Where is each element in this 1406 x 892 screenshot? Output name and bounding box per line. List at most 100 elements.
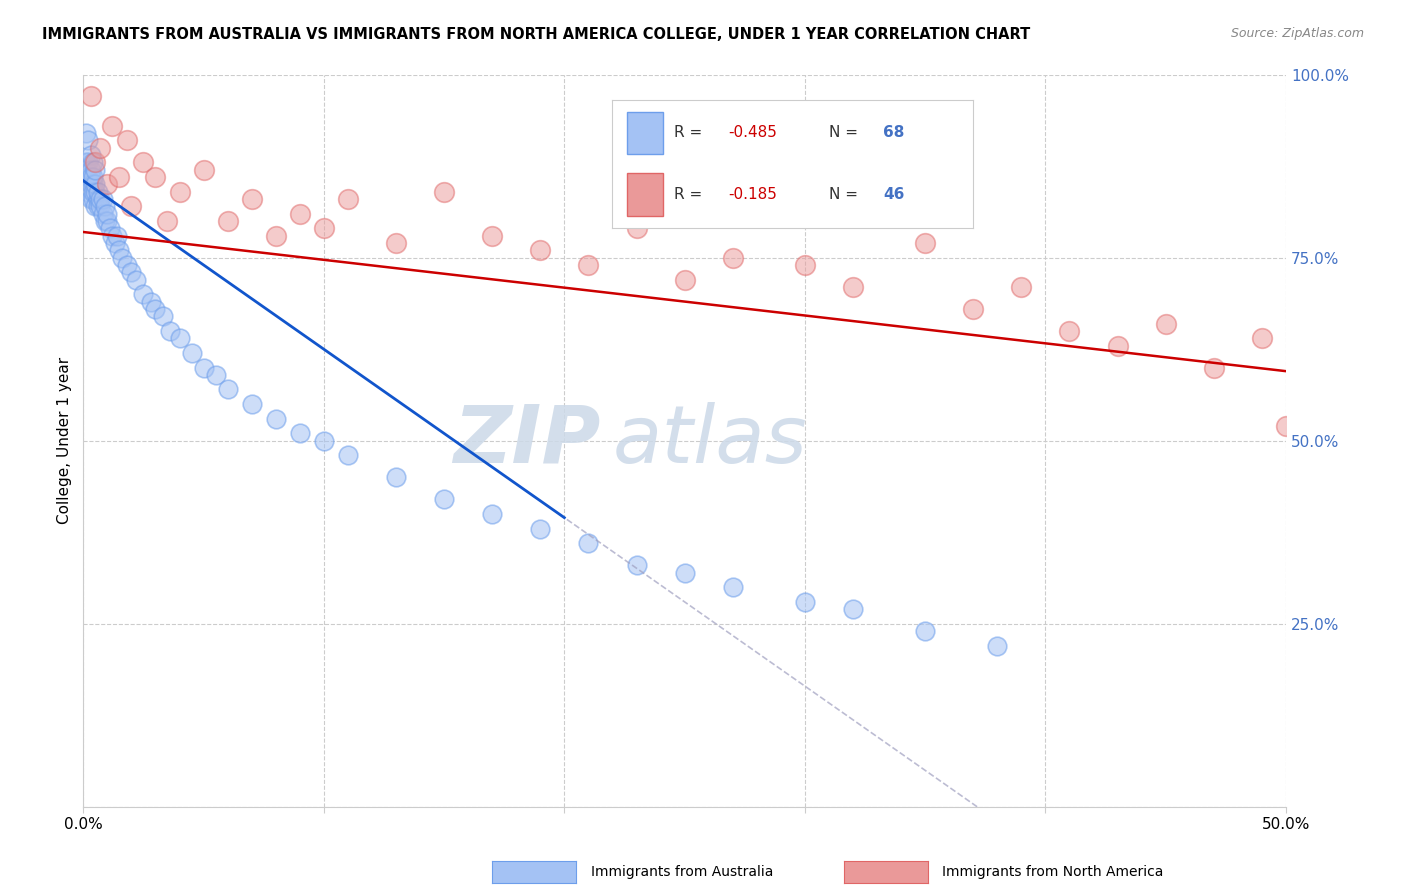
Point [914,235,936,250]
Point [156,214,179,228]
Point [75,126,97,140]
Point [111,251,134,265]
Point [77,155,100,169]
Point [145,170,167,185]
Point [79,148,101,162]
Point [132,155,155,169]
Text: atlas: atlas [613,401,807,480]
Point [385,470,408,484]
Point [77,170,100,185]
Point [578,536,600,550]
Point [217,214,239,228]
Point [101,228,124,243]
Point [84,178,107,192]
Point [89,199,111,213]
Point [264,228,287,243]
Point [169,331,191,345]
Text: Immigrants from Australia: Immigrants from Australia [591,865,773,880]
Point [721,580,744,594]
Point [1010,280,1032,294]
Point [626,221,648,235]
Point [312,434,335,448]
Point [77,185,100,199]
Point [82,170,104,185]
Point [240,397,263,411]
Point [986,639,1008,653]
Point [433,492,456,507]
Text: Source: ZipAtlas.com: Source: ZipAtlas.com [1230,27,1364,40]
Point [1251,331,1274,345]
Point [82,192,104,206]
Point [793,595,815,609]
Point [91,192,114,206]
Text: IMMIGRANTS FROM AUSTRALIA VS IMMIGRANTS FROM NORTH AMERICA COLLEGE, UNDER 1 YEAR: IMMIGRANTS FROM AUSTRALIA VS IMMIGRANTS … [42,27,1031,42]
Point [87,192,110,206]
Point [115,258,138,272]
Point [1202,360,1225,375]
Point [626,558,648,573]
Point [87,185,110,199]
Point [1299,449,1322,463]
Y-axis label: College, Under 1 year: College, Under 1 year [58,357,72,524]
Point [79,192,101,206]
Point [1371,463,1393,477]
Point [914,624,936,639]
Point [75,162,97,177]
Point [264,411,287,425]
Point [842,280,865,294]
Point [193,360,215,375]
Point [842,602,865,616]
Point [89,192,111,206]
Point [77,133,100,147]
Point [98,221,121,235]
Point [89,141,111,155]
Point [120,199,142,213]
Point [96,214,118,228]
Point [84,155,107,169]
Point [152,310,174,324]
Point [79,170,101,185]
Point [159,324,181,338]
Point [79,89,101,103]
Point [193,162,215,177]
Point [529,522,551,536]
Point [120,265,142,279]
Point [91,207,114,221]
Point [82,155,104,169]
Point [336,192,359,206]
Point [240,192,263,206]
Point [673,272,696,286]
Point [481,228,503,243]
Text: ZIP: ZIP [453,401,600,480]
Text: Immigrants from North America: Immigrants from North America [942,865,1163,880]
Point [84,199,107,213]
Point [105,228,128,243]
Point [101,119,124,133]
Point [312,221,335,235]
Point [79,178,101,192]
Point [1323,390,1346,404]
Point [288,426,311,441]
Point [145,301,167,316]
Point [84,162,107,177]
Point [385,235,408,250]
Point [578,258,600,272]
Point [132,287,155,301]
Point [169,185,191,199]
Point [1107,338,1129,352]
Point [75,155,97,169]
Point [108,170,131,185]
Point [204,368,226,382]
Point [433,185,456,199]
Point [87,199,110,213]
Point [94,214,117,228]
Point [1154,317,1177,331]
Point [96,207,118,221]
Point [481,507,503,521]
Point [336,449,359,463]
Point [96,178,118,192]
Point [288,207,311,221]
Point [125,272,148,286]
Point [721,251,744,265]
Point [793,258,815,272]
